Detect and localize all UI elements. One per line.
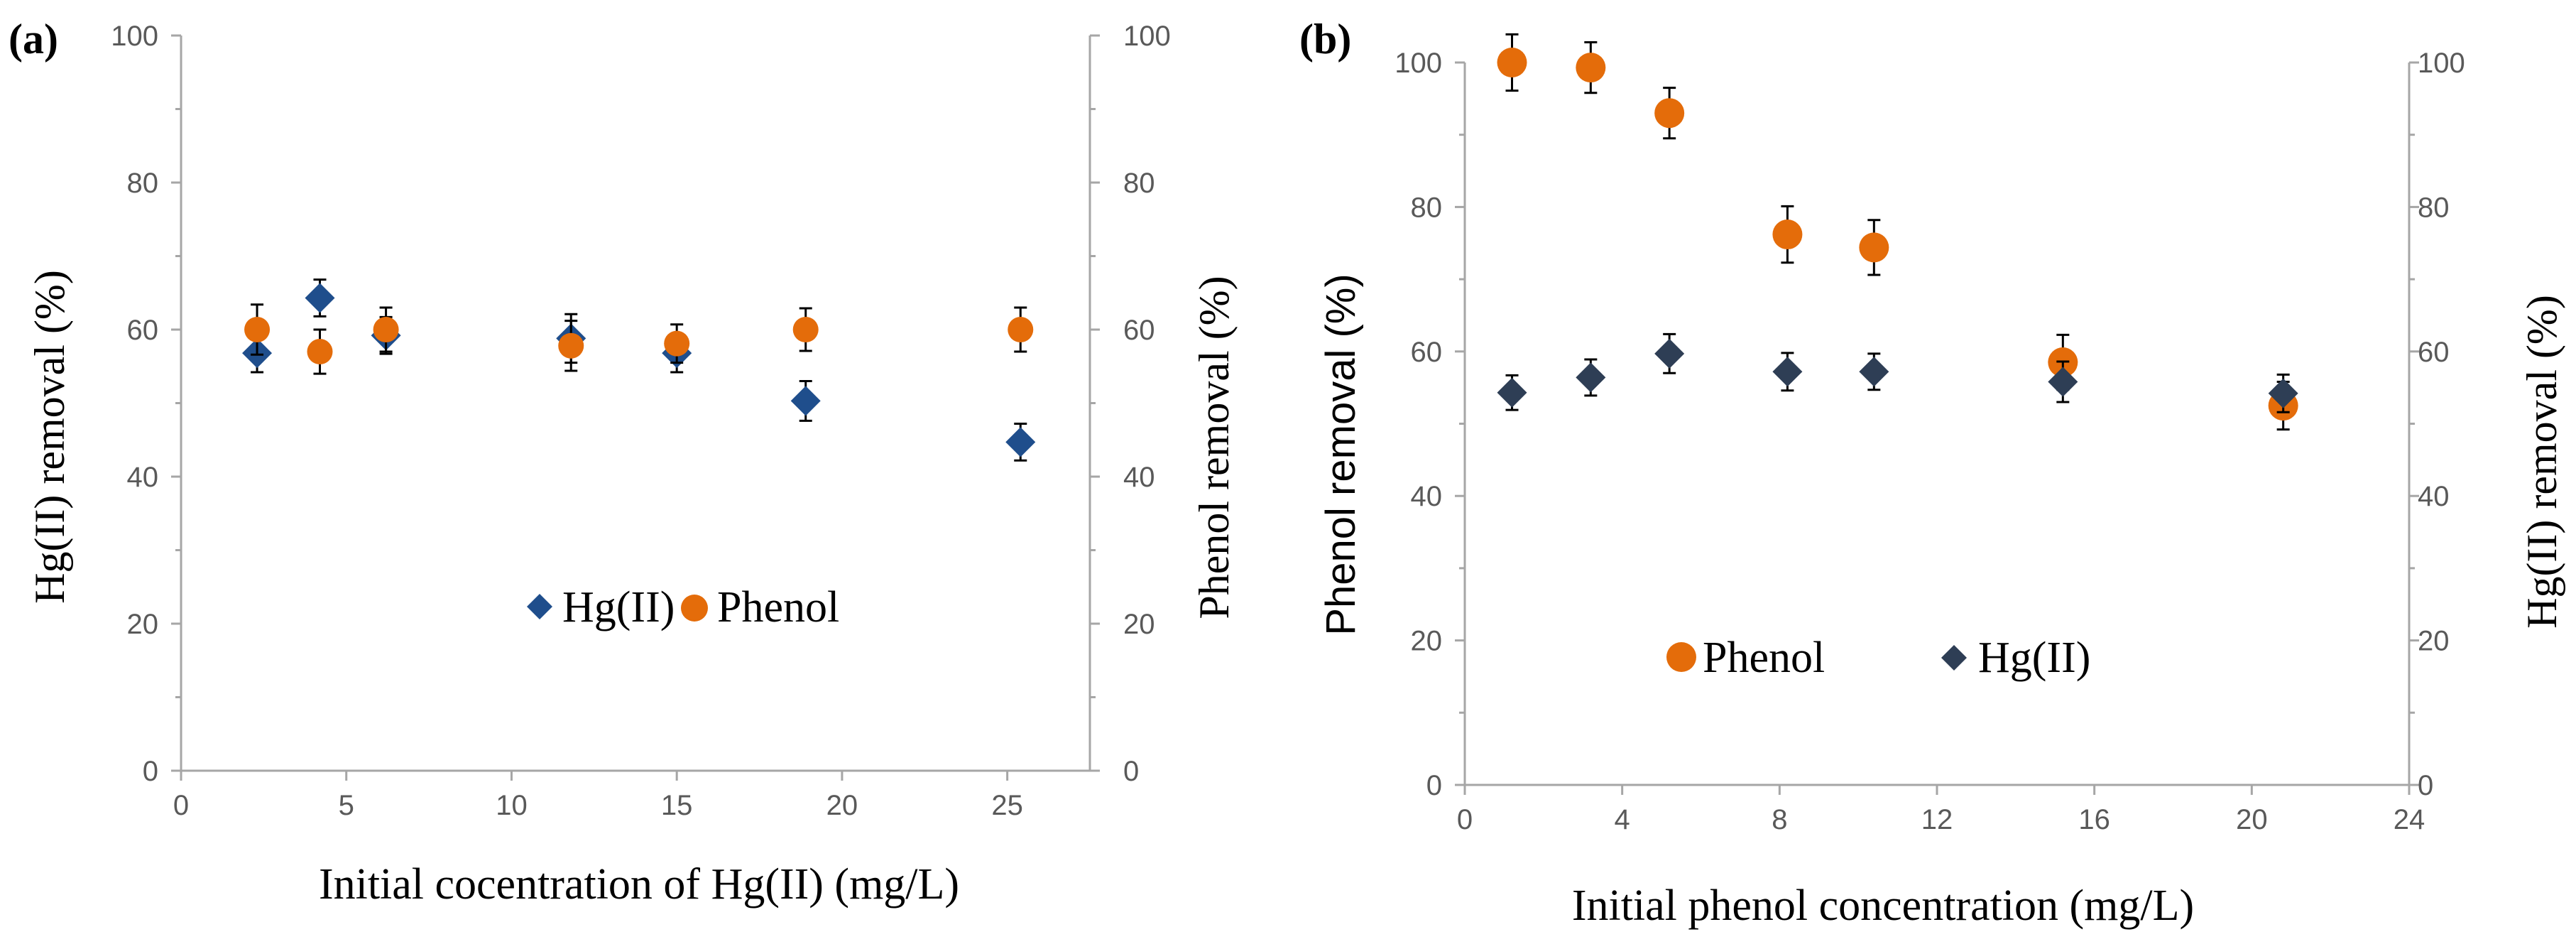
panel-a-hgii-point <box>1005 427 1036 457</box>
panel-a-x-tick-label: 0 <box>173 790 189 821</box>
panel-b-y-tick-label-left: 60 <box>1411 337 1443 368</box>
panel-b-y-tick-label-right: 40 <box>2418 481 2450 512</box>
panel-b-y-tick-label-right: 100 <box>2418 48 2465 79</box>
panel-a-x-tick-label: 15 <box>661 790 693 821</box>
panel-a-phenol-point <box>244 317 271 342</box>
panel-b-phenol-point <box>1654 98 1685 129</box>
panel-a-y-tick-label-right: 0 <box>1123 756 1139 787</box>
panel-b-hgii-point <box>1654 338 1685 369</box>
panel-b-y-tick-label-right: 20 <box>2418 626 2450 657</box>
panel-b-hgii-point <box>1859 357 1889 387</box>
panel-a-y-tick-label-right: 100 <box>1123 21 1171 52</box>
legend-phenol-circle-marker <box>1666 642 1696 672</box>
panel-b-x-tick-label: 12 <box>1921 804 1953 835</box>
panel-b-y-tick-label-left: 40 <box>1411 481 1443 512</box>
panel-a-y-axis-title-right: Phenol removal (%) <box>1191 276 1238 619</box>
panel-b-y-tick-label-left: 80 <box>1411 192 1443 223</box>
panel-a-y-tick-label-right: 80 <box>1123 168 1155 199</box>
panel-b-phenol-point <box>1576 53 1606 83</box>
legend-hg-label: Hg(II) <box>562 583 675 631</box>
panel-b-phenol-point <box>1859 232 1889 263</box>
panel-a-phenol-point <box>1008 317 1034 342</box>
panel-a-y-axis-title-left: Hg(II) removal (%) <box>26 270 73 604</box>
panel-b-y-tick-label-right: 80 <box>2418 192 2450 223</box>
legend-hg-diamond-marker <box>527 594 552 619</box>
panel-a-label: (a) <box>9 16 58 63</box>
panel-b-legend: Phenol Hg(II) <box>1666 634 2090 682</box>
panel-b-x-tick-label: 8 <box>1772 804 1787 835</box>
panel-a-hgii-point <box>790 386 821 416</box>
panel-b-hgii-point <box>2048 367 2078 397</box>
panel-a-y-tick-label-left: 100 <box>111 21 158 52</box>
panel-b-y-tick-label-left: 0 <box>1426 770 1442 801</box>
legend-hg-label: Hg(II) <box>1978 634 2090 682</box>
panel-a-x-tick-label: 25 <box>991 790 1023 821</box>
panel-a-hgii-point <box>305 283 335 313</box>
panel-b-hgii-point <box>2268 378 2298 408</box>
panel-a-y-tick-label-left: 60 <box>127 315 159 346</box>
panel-b-y-axis-title-left: Phenol removal (%) <box>1318 273 1364 635</box>
panel-b-y-tick-label-left: 100 <box>1395 48 1442 79</box>
panel-b-y-tick-label-left: 20 <box>1411 626 1443 657</box>
panel-a-phenol-point <box>792 317 819 342</box>
panel-b-y-tick-label-right: 60 <box>2418 337 2450 368</box>
legend-phenol-circle-marker <box>681 595 708 622</box>
panel-b-hgii-point <box>1497 377 1527 408</box>
panel-a-phenol-point <box>664 330 690 357</box>
panel-b-hgii-point <box>1772 357 1803 387</box>
panel-b-phenol-point <box>1497 48 1527 77</box>
panel-b-x-tick-label: 16 <box>2078 804 2110 835</box>
legend-phenol-label: Phenol <box>717 583 839 631</box>
panel-b-x-tick-label: 24 <box>2394 804 2425 835</box>
legend-hg-diamond-marker <box>1941 645 1967 671</box>
panel-b-y-tick-label-right: 0 <box>2418 770 2433 801</box>
panel-b-x-tick-label: 20 <box>2236 804 2268 835</box>
legend-phenol-label: Phenol <box>1703 634 1825 682</box>
panel-a-x-axis-title: Initial cocentration of Hg(II) (mg/L) <box>319 860 959 909</box>
chart-panel-a: (a) Initial cocentration of Hg(II) (mg/L… <box>9 16 1238 909</box>
panel-a-x-tick-label: 20 <box>826 790 858 821</box>
panel-a-y-tick-label-left: 0 <box>143 756 158 787</box>
panel-b-x-tick-label: 0 <box>1457 804 1473 835</box>
panel-b-hgii-point <box>1576 362 1606 393</box>
panel-b-label: (b) <box>1299 16 1351 63</box>
panel-a-y-tick-label-right: 40 <box>1123 462 1155 493</box>
panel-a-legend: Hg(II) Phenol <box>527 583 839 631</box>
panel-b-phenol-point <box>1772 219 1803 250</box>
panel-a-y-tick-label-right: 60 <box>1123 315 1155 346</box>
panel-a-y-tick-label-right: 20 <box>1123 609 1155 640</box>
panel-a-y-tick-label-left: 20 <box>127 609 159 640</box>
panel-a-y-tick-label-left: 80 <box>127 168 159 199</box>
panel-a-x-tick-label: 10 <box>496 790 528 821</box>
chart-panel-b: (b) Initial phenol concentration (mg/L) … <box>1299 16 2565 930</box>
panel-b-y-axis-title-right: Hg(II) removal (%) <box>2518 295 2565 629</box>
panel-b-x-axis-title: Initial phenol concentration (mg/L) <box>1572 882 2194 930</box>
panel-a-phenol-point <box>307 339 333 365</box>
panel-a-phenol-point <box>558 332 584 359</box>
panel-a-y-tick-label-left: 40 <box>127 462 159 493</box>
panel-b-x-tick-label: 4 <box>1615 804 1630 835</box>
panel-a-phenol-point <box>373 317 399 342</box>
panel-a-x-tick-label: 5 <box>339 790 354 821</box>
